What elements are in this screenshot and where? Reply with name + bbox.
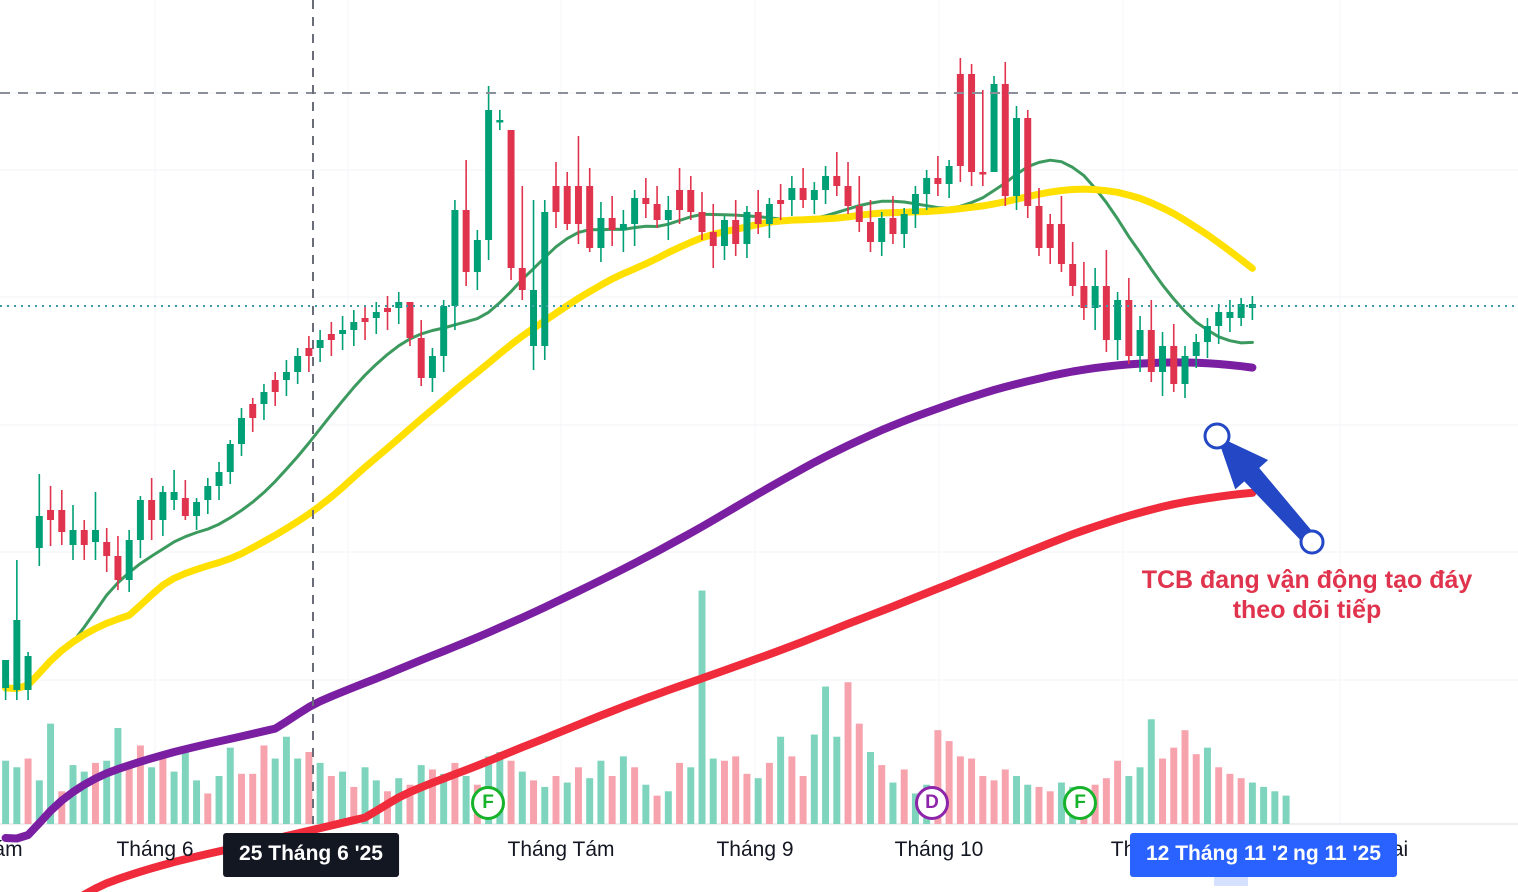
annotation-line-2: theo dõi tiếp <box>1232 595 1382 624</box>
earnings-marker-icon[interactable]: F <box>471 786 505 820</box>
drawing-annotations-group[interactable] <box>1203 422 1325 555</box>
moving-average-lines-group <box>1 158 1257 892</box>
x-axis-tick-label: Tháng Tám <box>507 838 615 861</box>
earnings-marker-icon[interactable]: F <box>1063 786 1097 820</box>
price-level-lines-group <box>0 92 1518 307</box>
date-pill-tick <box>1214 877 1248 886</box>
x-axis-tick-label: ám <box>0 838 23 861</box>
x-axis-tick-label: Th <box>1110 838 1136 861</box>
candlesticks-group <box>2 58 1256 700</box>
volume-bars-group <box>2 590 1290 824</box>
x-axis-date-pill[interactable]: 25 Tháng 6 '25 <box>223 833 399 877</box>
x-axis-date-pill-active[interactable]: 12 Tháng 11 '25 <box>1130 833 1317 877</box>
x-axis-date-pill-active-secondary[interactable]: ng 11 '25 <box>1287 833 1397 877</box>
x-axis-tick-label: Tháng 10 <box>894 838 984 861</box>
gridlines-group <box>0 0 1518 825</box>
x-axis-tick-label: Tháng 9 <box>716 838 794 861</box>
x-axis-tick-label: Tháng 6 <box>116 838 194 861</box>
chart-text-annotation[interactable]: TCB đang vận động tạo đáy theo dõi tiếp <box>1142 566 1473 625</box>
dividend-marker-icon[interactable]: D <box>915 786 949 820</box>
annotation-line-1: TCB đang vận động tạo đáy <box>1141 566 1473 594</box>
